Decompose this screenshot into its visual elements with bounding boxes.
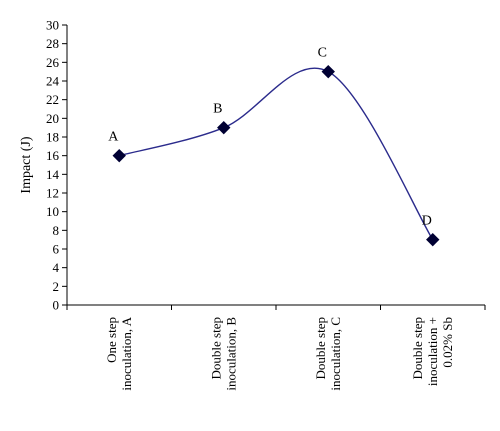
x-category-label: One step inoculation, A <box>104 316 134 390</box>
y-tick-label: 16 <box>46 148 60 163</box>
point-label: B <box>213 102 222 117</box>
x-category-label: Double step inoculation, B <box>208 317 238 391</box>
x-category-label-line: 0.02% Sb <box>440 317 455 368</box>
y-tick-label: 14 <box>46 167 60 182</box>
point-label: D <box>422 214 432 229</box>
x-category-label-line: Double step <box>410 317 425 379</box>
x-category-label-line: Double step <box>313 317 328 379</box>
y-tick-label: 28 <box>46 36 59 51</box>
point-labels: A B C D <box>108 46 432 229</box>
x-category-label-line: inoculation, A <box>119 316 134 390</box>
x-axis-ticks <box>66 305 486 310</box>
y-tick-label: 10 <box>46 204 59 219</box>
x-category-label: Double step inoculation +0.02% Sb <box>410 317 455 386</box>
y-tick-label: 30 <box>46 18 59 33</box>
data-markers <box>112 64 440 247</box>
y-tick-label: 24 <box>46 74 60 89</box>
y-tick-label: 22 <box>46 92 59 107</box>
y-tick-label: 4 <box>53 260 60 275</box>
series-line <box>119 67 434 241</box>
data-point-marker <box>217 120 231 135</box>
y-tick-label: 2 <box>53 279 60 294</box>
x-category-label-line: inoculation, B <box>223 317 238 391</box>
y-tick-label: 0 <box>53 298 60 313</box>
x-category-label-line: One step <box>104 317 119 363</box>
point-label: C <box>318 46 327 61</box>
y-tick-label: 26 <box>46 55 60 70</box>
data-point-marker <box>426 232 440 247</box>
x-category-label-line: inoculation, C <box>328 317 343 391</box>
x-category-label-line: Double step <box>208 317 223 379</box>
y-tick-label: 6 <box>53 242 60 257</box>
y-tick-label: 12 <box>46 186 59 201</box>
data-point-marker <box>321 64 335 79</box>
y-tick-label: 8 <box>53 223 60 238</box>
data-point-marker <box>112 148 126 163</box>
category-labels: One step inoculation, A Double step inocula… <box>104 316 455 390</box>
y-axis-title: Impact (J) <box>19 136 34 193</box>
point-label: A <box>108 130 119 145</box>
y-tick-label: 20 <box>46 111 59 126</box>
y-tick-label: 18 <box>46 130 59 145</box>
x-category-label: Double step inoculation, C <box>313 317 343 391</box>
x-category-label-line: inoculation + <box>425 317 440 386</box>
